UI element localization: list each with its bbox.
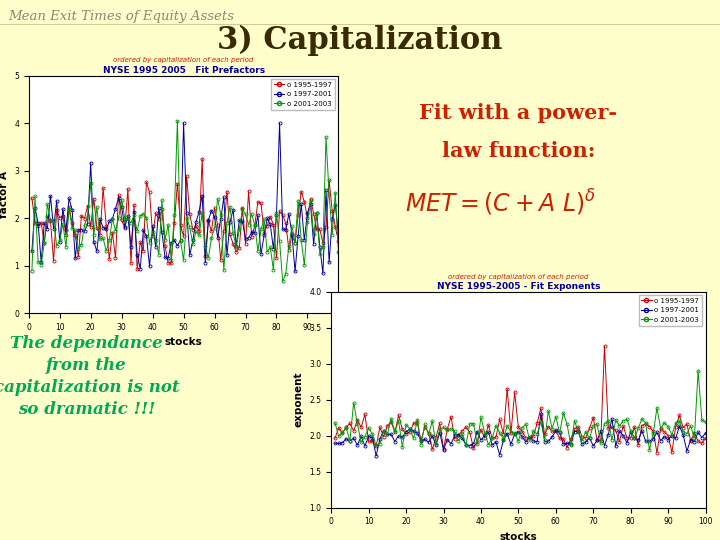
Text: ordered by capitalization of each period: ordered by capitalization of each period	[114, 56, 253, 63]
Legend: o 1995-1997, o 1997-2001, o 2001-2003: o 1995-1997, o 1997-2001, o 2001-2003	[271, 79, 335, 110]
Text: 3) Capitalization: 3) Capitalization	[217, 24, 503, 56]
Text: Fit with a power-: Fit with a power-	[419, 103, 618, 124]
Text: law function:: law function:	[441, 141, 595, 161]
Legend: o 1995-1997, o 1997-2001, o 2001-2003: o 1995-1997, o 1997-2001, o 2001-2003	[639, 295, 702, 326]
Y-axis label: exponent: exponent	[294, 372, 304, 427]
Text: Mean Exit Times of Equity Assets: Mean Exit Times of Equity Assets	[9, 10, 235, 23]
Text: The dependance
from the
capitalization is not
so dramatic !!!: The dependance from the capitalization i…	[0, 335, 179, 418]
Text: $MET = (C+A\ L)^{\delta}$: $MET = (C+A\ L)^{\delta}$	[405, 187, 596, 218]
Y-axis label: factor A: factor A	[0, 171, 9, 218]
Title: NYSE 1995-2005 - Fit Exponents: NYSE 1995-2005 - Fit Exponents	[436, 282, 600, 291]
Title: NYSE 1995 2005   Fit Prefactors: NYSE 1995 2005 Fit Prefactors	[102, 66, 265, 75]
Text: ordered by capitalization of each period: ordered by capitalization of each period	[449, 274, 588, 280]
X-axis label: stocks: stocks	[500, 532, 537, 540]
X-axis label: stocks: stocks	[165, 338, 202, 347]
